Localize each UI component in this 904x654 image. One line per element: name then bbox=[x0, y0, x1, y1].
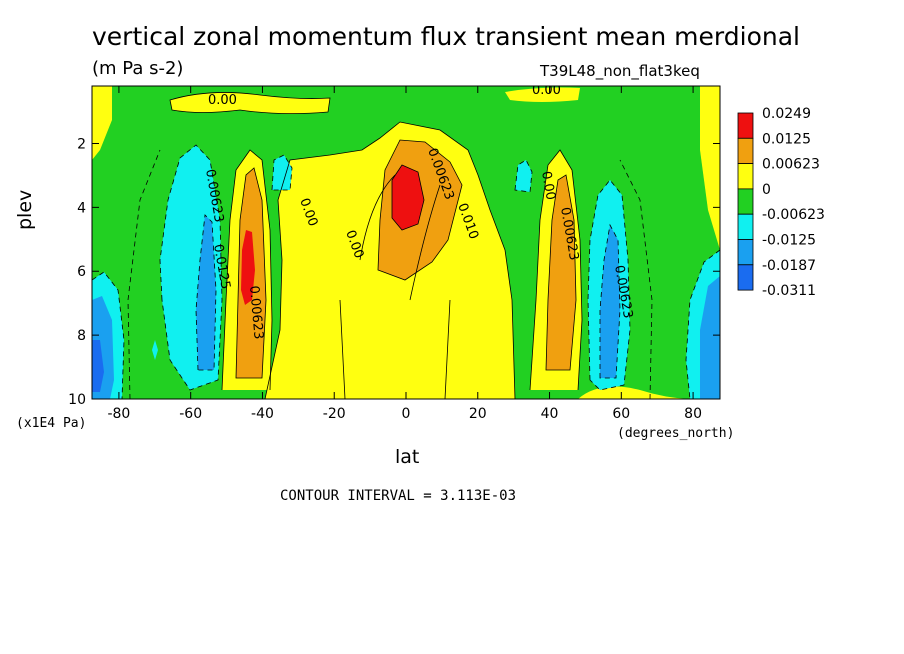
x-tick-label: -80 bbox=[107, 406, 130, 422]
yellow-region-right-edge bbox=[700, 86, 720, 250]
legend-group: 0.0249 0.0125 0.00623 0 -0.00623 -0.0125 -0.01… bbox=[737, 106, 825, 299]
y-tick-label: 10 bbox=[68, 392, 86, 408]
blue-region-right-edge bbox=[700, 276, 720, 399]
yellow-region-bottom-right bbox=[578, 386, 690, 399]
red-region-sh-jet bbox=[241, 230, 255, 305]
x-tick-label: -40 bbox=[251, 406, 274, 422]
contour-line-2 bbox=[377, 139, 463, 281]
chart-units: (m Pa s-2) bbox=[92, 58, 184, 79]
legend-label: -0.0311 bbox=[762, 283, 816, 299]
legend-swatch bbox=[737, 112, 754, 139]
y-axis-unit: (x1E4 Pa) bbox=[16, 416, 87, 431]
cyan-region-sh-dots bbox=[152, 340, 158, 360]
contour-line-5 bbox=[235, 167, 267, 379]
contour-line-7 bbox=[545, 174, 577, 371]
neg-contour-line-1 bbox=[159, 144, 223, 391]
run-label: T39L48_non_flat3keq bbox=[540, 62, 700, 80]
legend-label: -0.00623 bbox=[762, 207, 825, 223]
darkblue-region-left-edge bbox=[92, 340, 104, 392]
yellow-region-top bbox=[170, 92, 330, 114]
contour-label-1: 0.00 bbox=[208, 93, 237, 108]
x-tick-label: 60 bbox=[612, 406, 630, 422]
neg-contour-line-6 bbox=[271, 154, 533, 193]
x-tick-label: -20 bbox=[323, 406, 346, 422]
neg-contour-line-4 bbox=[599, 223, 621, 379]
x-tick-label: 80 bbox=[684, 406, 702, 422]
legend-swatch bbox=[737, 213, 754, 240]
x-tick-label: 0 bbox=[402, 406, 411, 422]
yellow-region-left-edge bbox=[92, 86, 112, 160]
contour-interval: CONTOUR INTERVAL = 3.113E-03 bbox=[280, 488, 517, 504]
neg-contour-line-2 bbox=[195, 214, 217, 371]
x-axis-label: lat bbox=[395, 446, 420, 468]
contour-field: 0.00 0.00 0.00623 0.010 0.00 0.00 0.0125… bbox=[92, 83, 720, 399]
x-tick-label: -60 bbox=[179, 406, 202, 422]
x-tick-label: 20 bbox=[469, 406, 487, 422]
contour-line-8 bbox=[339, 174, 451, 399]
legend-swatch bbox=[737, 137, 754, 165]
legend-label: 0.0125 bbox=[762, 131, 811, 147]
contour-line-1 bbox=[264, 121, 516, 399]
legend-label: 0.0249 bbox=[762, 106, 811, 122]
contour-label-10: 0.00 bbox=[538, 170, 558, 201]
contour-label-8: 0.00623 bbox=[246, 285, 266, 340]
legend-swatch bbox=[737, 163, 754, 190]
contour-lines-negative bbox=[92, 144, 720, 399]
y-tick-label: 2 bbox=[77, 136, 86, 152]
y-tick-label: 8 bbox=[77, 328, 86, 344]
y-tick-label: 4 bbox=[77, 200, 86, 216]
legend-label: -0.0125 bbox=[762, 233, 816, 249]
legend-swatch bbox=[737, 239, 754, 266]
yellow-region-top-right bbox=[505, 87, 580, 102]
chart-title: vertical zonal momentum flux transient m… bbox=[92, 22, 800, 51]
x-axis-unit: (degrees_north) bbox=[617, 426, 735, 441]
legend-swatch bbox=[737, 188, 754, 215]
contour-label-2: 0.00 bbox=[532, 83, 561, 98]
x-tick-label: 40 bbox=[541, 406, 559, 422]
contour-line-6 bbox=[529, 149, 583, 391]
blue-region-sh bbox=[196, 215, 216, 370]
y-tick-label: 6 bbox=[77, 264, 86, 280]
orange-region-nh-jet bbox=[546, 175, 576, 370]
contour-line-4 bbox=[221, 149, 273, 391]
blue-region-nh bbox=[600, 225, 620, 378]
contour-line-3 bbox=[391, 164, 425, 231]
contour-lines bbox=[169, 92, 583, 399]
cyan-region-sh-small bbox=[272, 155, 292, 190]
axes-group: -80 -60 -40 -20 0 20 40 60 80 2 4 6 8 10 bbox=[68, 86, 720, 422]
legend-swatch bbox=[737, 264, 754, 291]
contour-line-9 bbox=[169, 92, 331, 114]
red-region-equator bbox=[392, 165, 424, 230]
neg-contour-line-3 bbox=[587, 179, 631, 391]
cyan-region-nh-small bbox=[515, 160, 532, 192]
legend-label: 0.00623 bbox=[762, 157, 820, 173]
legend-label: -0.0187 bbox=[762, 258, 816, 274]
legend-label: 0 bbox=[762, 182, 771, 198]
